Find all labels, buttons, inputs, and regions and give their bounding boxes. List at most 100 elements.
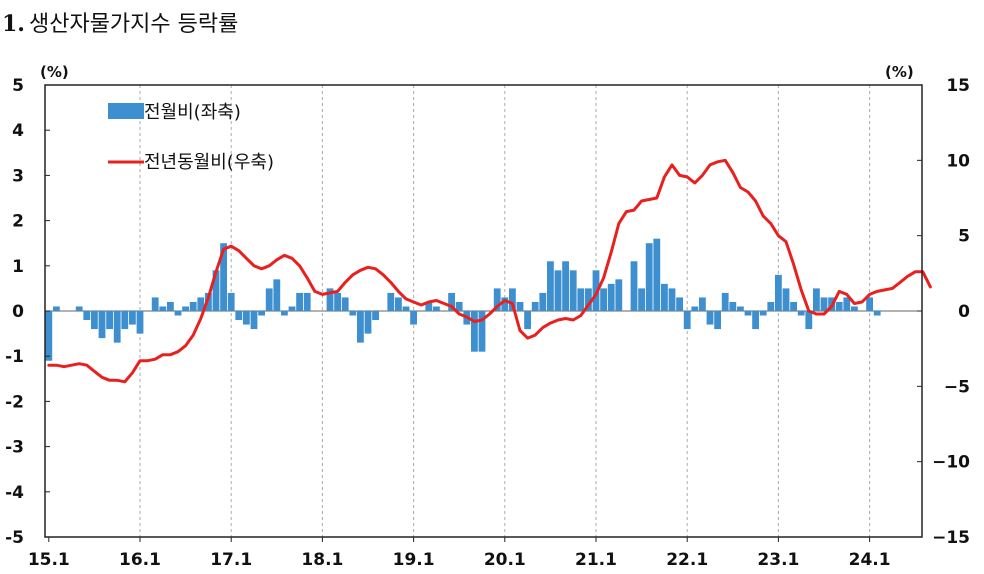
bar-month-change (683, 311, 691, 330)
bar-month-change (167, 301, 174, 311)
y-left-tick-label: 4 (12, 121, 24, 141)
bar-month-change (577, 288, 585, 311)
bar-month-change (600, 288, 607, 311)
bar-month-change (433, 306, 440, 311)
bar-month-change (805, 311, 813, 330)
bar-month-change (372, 311, 379, 321)
bar-month-change (509, 288, 516, 311)
bar-month-change (569, 270, 577, 311)
bar-month-change (197, 297, 205, 311)
bar-month-change (83, 311, 91, 321)
bar-month-change (425, 301, 433, 311)
bar-month-change (53, 306, 60, 311)
bar-month-change (630, 261, 638, 311)
y-left-tick-label: -3 (5, 438, 24, 458)
bar-month-change (547, 261, 554, 311)
bar-month-change (395, 297, 402, 311)
bar-month-change (638, 288, 645, 311)
x-tick-label: 19.1 (393, 550, 435, 570)
x-tick-label: 23.1 (757, 550, 799, 570)
bar-month-change (539, 292, 547, 311)
bar-month-change (645, 243, 653, 311)
chart-title-text: 생산자물가지수 등락률 (28, 12, 239, 37)
y-left-tick-label: 1 (12, 257, 24, 277)
bar-month-change (714, 311, 721, 330)
bar-month-change (281, 311, 288, 316)
bar-month-change (516, 301, 524, 311)
bar-month-change (402, 306, 410, 311)
y-left-tick-label: -4 (5, 483, 24, 503)
y-right-tick-label: 5 (958, 227, 970, 247)
x-tick-label: 18.1 (301, 550, 343, 570)
bar-month-change (235, 311, 243, 321)
bar-month-change (471, 311, 478, 352)
y-right-unit: (%) (885, 63, 914, 81)
bar-month-change (410, 311, 417, 325)
bar-month-change (744, 311, 752, 316)
x-tick-label: 17.1 (210, 550, 252, 570)
bar-month-change (676, 297, 683, 311)
bar-month-change (820, 297, 828, 311)
y-left-tick-label: -5 (5, 528, 24, 548)
bar-month-change (121, 311, 129, 330)
bar-month-change (258, 311, 265, 316)
bar-month-change (615, 279, 623, 311)
bar-month-change (387, 292, 395, 311)
bar-month-change (75, 306, 83, 311)
bar-month-change (243, 311, 250, 325)
bar-month-change (782, 288, 790, 311)
bar-month-change (296, 292, 303, 311)
bar-month-change (691, 306, 699, 311)
bar-month-change (189, 301, 197, 311)
bar-month-change (273, 279, 281, 311)
bar-month-change (813, 288, 820, 311)
bar-month-change (797, 311, 805, 316)
bar-month-change (759, 311, 767, 316)
legend-bar-label: 전월비(좌축) (144, 102, 241, 123)
bar-month-change (220, 243, 227, 311)
bar-month-change (250, 311, 258, 330)
bar-month-change (129, 311, 136, 325)
bar-month-change (851, 306, 858, 311)
bar-month-change (752, 311, 759, 330)
bar-month-change (873, 311, 881, 316)
bar-month-change (159, 306, 167, 311)
y-right-tick-label: 10 (946, 151, 970, 171)
bar-month-change (106, 311, 113, 330)
bar-month-change (288, 306, 296, 311)
x-tick-label: 16.1 (119, 550, 161, 570)
x-tick-label: 22.1 (666, 550, 708, 570)
y-left-tick-label: 0 (12, 302, 24, 322)
bar-month-change (866, 297, 873, 311)
bar-month-change (357, 311, 364, 343)
bar-month-change (455, 301, 463, 311)
bar-month-change (212, 270, 220, 311)
bar-month-change (653, 238, 661, 311)
bar-month-change (334, 292, 341, 311)
chart-title: 1. 생산자물가지수 등락률 (2, 6, 238, 38)
bar-month-change (205, 292, 212, 311)
x-tick-label: 15.1 (28, 550, 70, 570)
bar-month-change (501, 297, 509, 311)
y-right-tick-label: 0 (958, 302, 970, 322)
bar-month-change (303, 292, 311, 311)
bar-month-change (349, 311, 357, 316)
bar-month-change (699, 297, 706, 311)
y-right-tick-label: −15 (932, 528, 970, 548)
y-right-tick-label: −5 (944, 377, 970, 397)
legend-line-label: 전년동월비(우축) (144, 152, 274, 173)
y-left-tick-label: 5 (12, 76, 24, 96)
bar-month-change (592, 270, 600, 311)
bar-month-change (729, 301, 737, 311)
bar-month-change (478, 311, 486, 352)
y-right-tick-label: 15 (946, 76, 970, 96)
bar-month-change (136, 311, 144, 334)
bar-month-change (113, 311, 121, 343)
x-tick-label: 24.1 (849, 550, 891, 570)
bar-month-change (607, 283, 615, 311)
bar-month-change (448, 292, 455, 311)
bar-month-change (174, 311, 182, 316)
bar-month-change (45, 311, 53, 361)
bar-month-change (493, 288, 501, 311)
